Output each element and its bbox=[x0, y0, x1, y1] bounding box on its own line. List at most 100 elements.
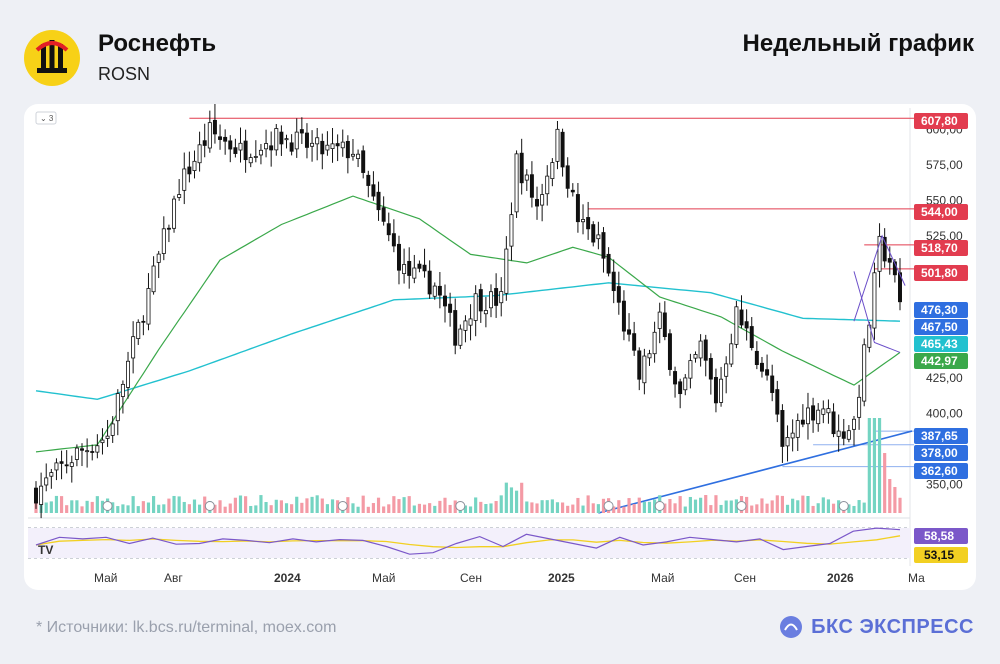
volume-bar bbox=[719, 504, 723, 513]
brand-name: БКС ЭКСПРЕСС bbox=[811, 615, 974, 638]
rsi-average-line bbox=[35, 535, 901, 549]
volume-bar bbox=[734, 499, 738, 513]
candle-body bbox=[248, 157, 253, 164]
volume-bar bbox=[468, 506, 473, 513]
candle-body bbox=[749, 326, 754, 348]
volume-bar bbox=[49, 501, 53, 513]
volume-bar bbox=[448, 504, 452, 513]
volume-bar bbox=[325, 504, 329, 513]
candle-body bbox=[463, 320, 468, 331]
price-label-text: 467,50 bbox=[921, 320, 958, 334]
volume-bar bbox=[152, 496, 156, 513]
candle-body bbox=[115, 393, 120, 422]
candle-body bbox=[601, 232, 606, 259]
y-axis-tick-label: 550,00 bbox=[926, 193, 963, 207]
volume-bar bbox=[484, 504, 488, 513]
volume-bar bbox=[136, 506, 140, 513]
candle-body bbox=[310, 142, 315, 147]
candle-body bbox=[110, 423, 115, 436]
price-label-text: 607,80 bbox=[921, 114, 958, 128]
candle-body bbox=[391, 233, 396, 247]
volume-bar bbox=[683, 506, 687, 513]
candle-body bbox=[64, 464, 69, 467]
volume-bar bbox=[453, 500, 457, 513]
volume-bar bbox=[387, 504, 391, 513]
volume-bar bbox=[862, 502, 866, 513]
candle-body bbox=[754, 350, 759, 366]
company-name: Роснефть bbox=[98, 30, 217, 57]
candle-body bbox=[657, 311, 662, 329]
volume-bar bbox=[249, 505, 253, 513]
candle-body bbox=[299, 129, 304, 134]
moving-average-fast-line bbox=[35, 195, 901, 453]
volume-bar bbox=[295, 496, 299, 513]
candle-body bbox=[524, 174, 529, 181]
candle-body bbox=[289, 142, 294, 152]
volume-bar bbox=[504, 482, 508, 513]
x-axis-tick-label: Авг bbox=[164, 571, 183, 585]
candle-body bbox=[39, 485, 44, 505]
volume-bar bbox=[422, 504, 427, 513]
candle-body bbox=[126, 360, 131, 388]
y-axis-tick-label: 425,00 bbox=[926, 371, 963, 385]
x-axis-tick-label: 2024 bbox=[274, 571, 301, 585]
candle-body bbox=[320, 140, 325, 155]
volume-bar bbox=[167, 498, 171, 513]
volume-bar bbox=[555, 502, 560, 513]
volume-bar bbox=[428, 503, 432, 513]
candle-body bbox=[371, 184, 376, 197]
dividend-marker-icon bbox=[337, 501, 348, 511]
price-label-text: 501,80 bbox=[921, 266, 958, 280]
volume-bar bbox=[867, 418, 871, 513]
volume-bar bbox=[857, 500, 861, 513]
candle-body bbox=[95, 445, 100, 453]
volume-bar bbox=[540, 500, 544, 513]
volume-bar bbox=[75, 500, 79, 513]
candle-body bbox=[340, 141, 345, 149]
price-label-text: 476,30 bbox=[921, 303, 958, 317]
candle-body bbox=[279, 131, 284, 145]
volume-bar bbox=[44, 502, 48, 513]
candle-body bbox=[330, 143, 335, 149]
candle-body bbox=[264, 143, 269, 150]
candle-body bbox=[468, 318, 473, 326]
price-label-box bbox=[914, 319, 968, 335]
candle-body bbox=[535, 199, 540, 207]
volume-bar bbox=[463, 505, 468, 513]
volume-bar bbox=[90, 501, 94, 513]
candle-body bbox=[703, 339, 708, 361]
candle-body bbox=[253, 156, 258, 158]
volume-bar bbox=[65, 505, 69, 513]
candle-body bbox=[708, 357, 713, 380]
dividend-marker-icon bbox=[102, 501, 113, 511]
volume-bar bbox=[238, 495, 243, 513]
volume-bar bbox=[336, 500, 340, 513]
candle-body bbox=[504, 248, 509, 294]
rsi-value-box bbox=[914, 528, 968, 544]
candle-body bbox=[616, 286, 621, 303]
candle-body bbox=[120, 383, 125, 397]
candle-body bbox=[238, 142, 243, 151]
price-label-text: 442,97 bbox=[921, 354, 958, 368]
rsi-value-text: 53,15 bbox=[924, 548, 954, 562]
volume-bar bbox=[581, 505, 585, 513]
volume-bar bbox=[172, 495, 176, 513]
volume-bar bbox=[213, 504, 217, 513]
price-label-box bbox=[914, 240, 968, 256]
price-label-text: 518,70 bbox=[921, 241, 958, 255]
candle-body bbox=[662, 312, 667, 338]
candle-body bbox=[182, 168, 187, 191]
volume-bar bbox=[474, 497, 478, 513]
candle-body bbox=[540, 194, 545, 206]
volume-bar bbox=[433, 505, 437, 513]
candle-body bbox=[550, 162, 555, 180]
rosneft-logo bbox=[24, 30, 80, 86]
candle-body bbox=[304, 132, 309, 148]
volume-bar bbox=[356, 506, 360, 513]
price-label-box bbox=[914, 204, 968, 220]
candle-body bbox=[172, 198, 177, 229]
volume-bar bbox=[566, 505, 570, 513]
indicator-toggle-icon[interactable] bbox=[35, 111, 57, 125]
volume-bar bbox=[530, 502, 534, 513]
volume-bar bbox=[550, 499, 554, 513]
